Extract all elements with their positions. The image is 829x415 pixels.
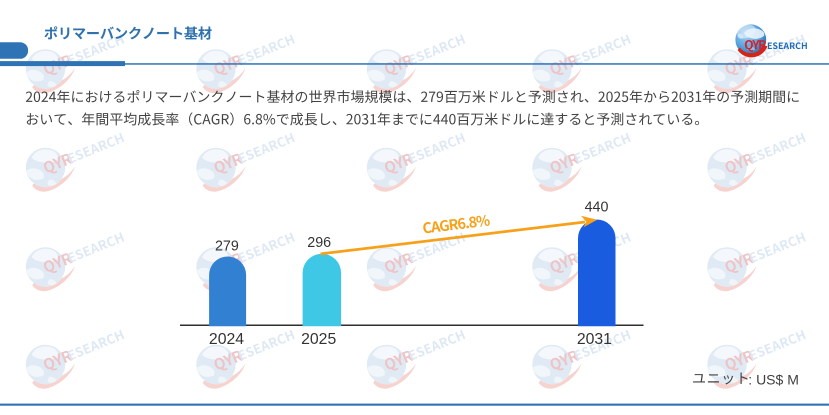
svg-text:440: 440 [585,200,609,216]
svg-text:279: 279 [215,239,239,255]
svg-text:296: 296 [307,235,331,251]
svg-text:2024: 2024 [209,331,244,348]
svg-text:2031: 2031 [577,331,612,348]
svg-text:2025: 2025 [301,331,336,348]
svg-text:: US$ M: : US$ M [748,372,799,388]
